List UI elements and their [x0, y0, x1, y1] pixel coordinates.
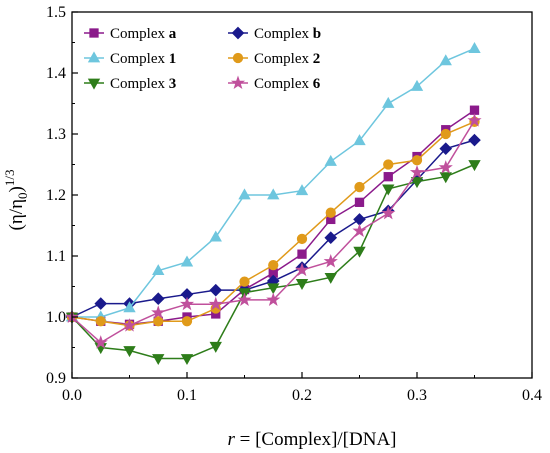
- data-point: [323, 254, 338, 268]
- x-tick-label: 0.0: [62, 387, 82, 404]
- data-point: [295, 279, 309, 291]
- data-point: [231, 26, 245, 40]
- data-point: [152, 354, 165, 366]
- y-axis-title: (η/η0)1/3: [2, 170, 30, 231]
- legend-label: Complex 1: [110, 51, 176, 67]
- data-point: [95, 316, 106, 327]
- data-point: [87, 51, 101, 63]
- data-point: [230, 75, 246, 90]
- data-point: [297, 249, 307, 259]
- x-tick-label: 0.1: [177, 387, 197, 404]
- legend-label: Complex a: [110, 26, 177, 42]
- y-tick-label: 1.3: [46, 126, 66, 143]
- x-tick-label: 0.2: [292, 387, 312, 404]
- data-point: [324, 231, 338, 245]
- data-point: [440, 128, 451, 140]
- data-point: [439, 142, 453, 155]
- data-point: [383, 172, 393, 182]
- legend-item: Complex 1: [84, 51, 176, 67]
- data-point: [267, 188, 280, 200]
- x-axis-title: r = [Complex]/[DNA]: [227, 429, 396, 450]
- axes-layer: 0.0 0.1 0.2 0.3 0.4 0.9 1.0 1.1 1.2 1.3 1.4 1.5: [46, 4, 542, 404]
- data-point: [467, 113, 482, 127]
- legend-item: Complex a: [84, 26, 177, 42]
- data-point: [89, 28, 99, 38]
- data-point: [152, 264, 165, 276]
- data-point: [123, 301, 136, 313]
- data-point: [383, 159, 394, 170]
- data-point: [180, 354, 194, 366]
- data-point: [232, 52, 244, 64]
- data-point: [296, 233, 308, 245]
- data-point: [353, 213, 366, 226]
- series-layer: [64, 42, 482, 366]
- y-tick-label: 0.9: [46, 370, 66, 387]
- x-tick-label: 0.4: [522, 387, 542, 404]
- data-point: [239, 276, 250, 287]
- legend-item: Complex 3: [84, 76, 176, 92]
- data-point: [179, 296, 195, 311]
- legend-label: Complex 2: [254, 51, 320, 67]
- data-point: [87, 78, 101, 90]
- data-point: [209, 341, 222, 353]
- data-point: [382, 184, 395, 196]
- data-point: [410, 79, 424, 91]
- data-point: [122, 318, 137, 332]
- data-point: [354, 197, 365, 207]
- data-point: [94, 297, 108, 310]
- legend: Complex a Complex b Complex 1 Complex 2 Comp…: [84, 26, 321, 92]
- data-point: [209, 283, 223, 297]
- data-point: [353, 246, 366, 258]
- legend-label: Complex 6: [254, 76, 321, 92]
- data-point: [237, 292, 252, 306]
- data-point: [266, 292, 281, 306]
- data-point: [181, 316, 193, 327]
- data-point: [438, 160, 453, 174]
- data-point: [325, 207, 336, 218]
- data-point: [439, 54, 452, 66]
- data-point: [439, 172, 452, 184]
- y-tick-label: 1.4: [46, 65, 66, 82]
- data-point: [93, 335, 108, 349]
- data-point: [267, 283, 280, 295]
- data-point: [153, 316, 164, 327]
- data-point: [468, 42, 481, 53]
- data-point: [353, 134, 366, 146]
- x-tick-label: 0.3: [407, 387, 427, 404]
- data-point: [208, 296, 223, 311]
- data-point: [294, 262, 310, 277]
- data-point: [468, 160, 481, 172]
- data-point: [381, 205, 396, 220]
- legend-label: Complex b: [254, 26, 321, 42]
- data-point: [180, 255, 194, 267]
- data-point: [410, 177, 424, 189]
- data-point: [324, 272, 337, 284]
- legend-item: Complex b: [228, 26, 321, 42]
- data-point: [382, 96, 395, 108]
- data-point: [411, 155, 423, 166]
- data-point: [238, 188, 251, 200]
- legend-item: Complex 2: [228, 51, 320, 67]
- y-tick-label: 1.1: [46, 248, 66, 265]
- y-tick-label: 1.5: [46, 4, 66, 21]
- data-point: [151, 292, 165, 306]
- data-point: [352, 223, 367, 238]
- data-point: [295, 184, 309, 196]
- data-point: [354, 181, 365, 193]
- legend-label: Complex 3: [110, 76, 176, 92]
- data-point: [468, 133, 481, 147]
- data-point: [123, 346, 136, 358]
- y-tick-label: 1.0: [46, 309, 66, 326]
- legend-item: Complex 6: [228, 75, 321, 92]
- data-point: [209, 230, 222, 242]
- data-point: [151, 305, 166, 319]
- series-complex-6: [64, 113, 482, 349]
- y-tick-label: 1.2: [46, 187, 66, 204]
- data-point: [268, 259, 279, 271]
- data-point: [409, 164, 425, 179]
- data-point: [324, 154, 337, 166]
